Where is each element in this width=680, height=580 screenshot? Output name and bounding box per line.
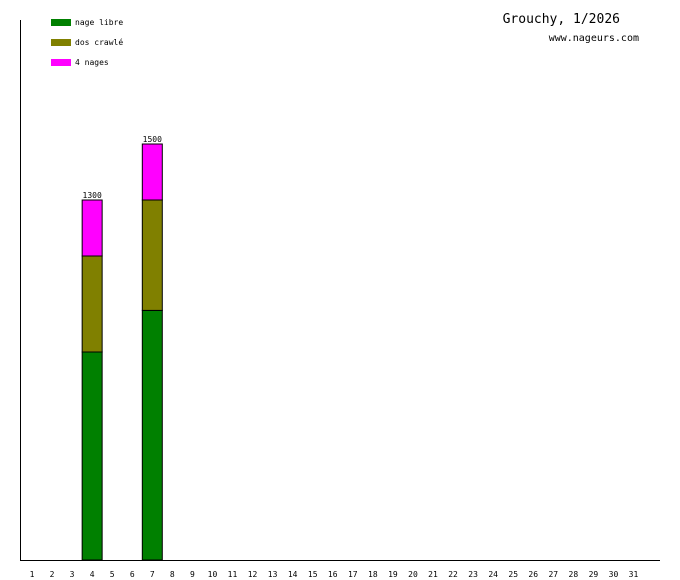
x-tick-label: 19 [388, 570, 398, 579]
x-tick-label: 2 [50, 570, 55, 579]
bar-segment [141, 143, 163, 201]
x-tick-label: 27 [548, 570, 558, 579]
legend-swatch-2 [51, 59, 71, 66]
x-tick-label: 8 [170, 570, 175, 579]
bar-segment [141, 199, 163, 311]
chart-title: Grouchy, 1/2026 [503, 12, 620, 27]
bar-segment [81, 351, 103, 561]
x-tick-label: 20 [408, 570, 418, 579]
x-tick-label: 22 [448, 570, 458, 579]
legend-label-2: 4 nages [75, 58, 109, 67]
x-tick-label: 29 [589, 570, 599, 579]
bar-segment [81, 199, 103, 257]
x-tick-label: 16 [328, 570, 338, 579]
x-tick-label: 7 [150, 570, 155, 579]
x-tick-label: 25 [508, 570, 518, 579]
x-tick-label: 28 [569, 570, 579, 579]
x-tick-label: 30 [609, 570, 619, 579]
x-tick-label: 23 [468, 570, 478, 579]
bar-segment [141, 309, 163, 561]
x-tick-label: 6 [130, 570, 135, 579]
bar-segment [81, 255, 103, 353]
bar-total-label: 1500 [143, 135, 162, 144]
x-tick-label: 12 [248, 570, 258, 579]
x-tick-label: 17 [348, 570, 358, 579]
x-tick-label: 13 [268, 570, 278, 579]
x-tick-label: 11 [228, 570, 238, 579]
legend-label-0: nage libre [75, 18, 123, 27]
x-tick-labels: 1 2 3 4 5 6 7 8 9 10 11 12 13 14 15 16 17 18 19 20 21 22 23 24 2… [30, 570, 639, 579]
x-tick-label: 4 [90, 570, 95, 579]
bar-total-label: 1300 [83, 191, 102, 200]
bar-totals: 1300 1500 [83, 135, 163, 200]
x-tick-label: 26 [528, 570, 538, 579]
x-tick-label: 31 [629, 570, 639, 579]
x-tick-label: 15 [308, 570, 318, 579]
legend-label-1: dos crawlé [75, 37, 123, 47]
bars [81, 143, 163, 561]
x-tick-label: 10 [208, 570, 218, 579]
x-tick-label: 24 [488, 570, 498, 579]
x-tick-label: 3 [70, 570, 75, 579]
x-tick-label: 9 [190, 570, 195, 579]
chart-subtitle: www.nageurs.com [549, 33, 639, 44]
legend-swatch-1 [51, 39, 71, 46]
x-tick-label: 1 [30, 570, 35, 579]
legend-swatch-0 [51, 19, 71, 26]
x-tick-label: 14 [288, 570, 298, 579]
legend: nage libre dos crawlé 4 nages [51, 18, 123, 67]
x-tick-label: 21 [428, 570, 438, 579]
x-tick-label: 5 [110, 570, 115, 579]
x-tick-label: 18 [368, 570, 378, 579]
